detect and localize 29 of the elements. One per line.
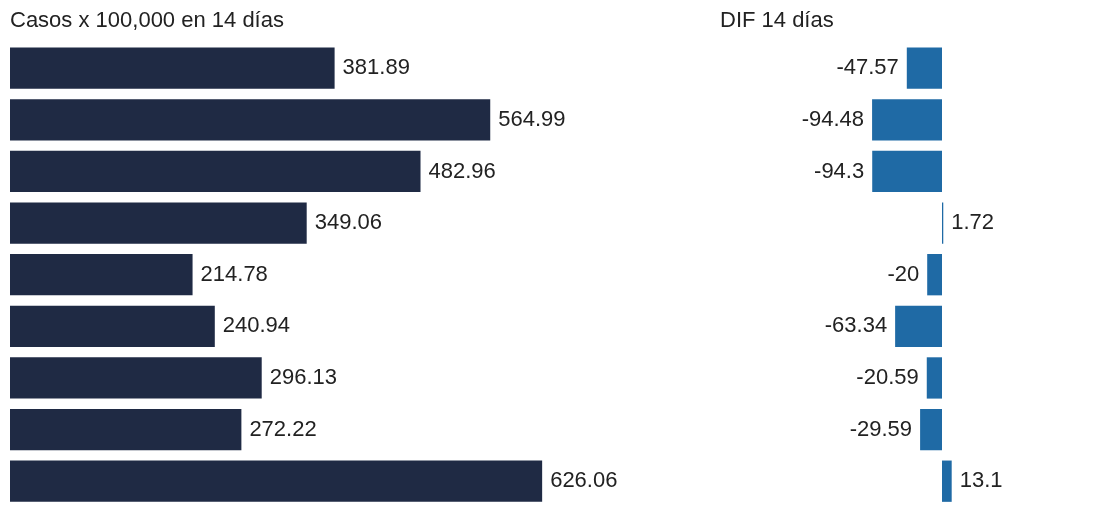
chart-title: DIF 14 días [720,7,834,33]
bar [10,357,262,399]
bar [10,460,543,502]
data-label: 214.78 [200,260,268,286]
bar [10,150,421,193]
data-label: 564.99 [498,105,566,131]
data-label: 349.06 [314,209,382,235]
bar [10,99,491,141]
bar [10,202,307,244]
bar [10,305,215,347]
bar [10,254,193,296]
data-label: 13.1 [959,467,1003,493]
data-label: 1.72 [951,209,995,235]
data-label: -29.59 [849,415,913,441]
data-label: -94.3 [814,157,865,183]
data-label: 272.22 [249,415,317,441]
bar [10,408,242,451]
data-label: 482.96 [428,157,496,183]
data-label: 626.06 [550,467,618,493]
bar [10,47,335,89]
data-label: -20 [887,260,920,286]
data-label: -20.59 [856,364,919,390]
data-label: 381.89 [342,54,410,80]
data-label: -47.57 [836,54,899,80]
data-label: -63.34 [824,312,888,338]
data-label: 240.94 [222,312,291,338]
data-label: 296.13 [269,364,338,390]
data-label: -94.48 [801,105,865,131]
chart-title: Casos x 100,000 en 14 días [10,7,284,33]
